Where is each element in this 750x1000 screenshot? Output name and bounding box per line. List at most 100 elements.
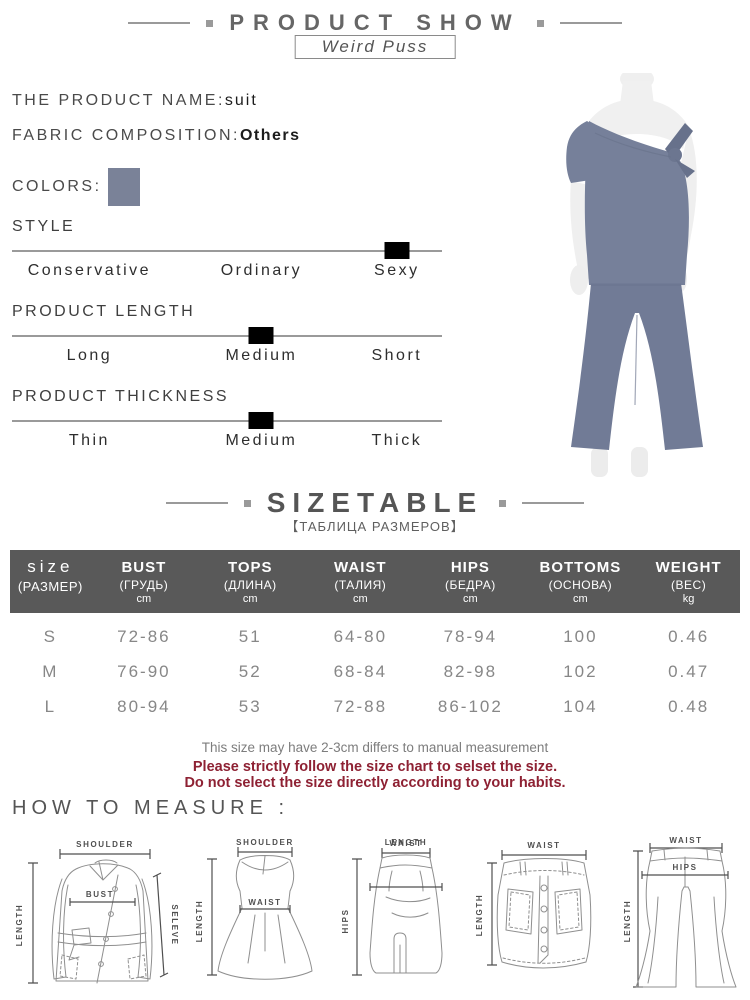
size-cell: S [43,627,58,646]
value-cell: 82-98 [443,662,498,681]
decor-line [165,502,228,504]
size-cell: M [42,662,59,681]
sizetable-subtitle: 【ТАБЛИЦА РАЗМЕРОВ】 [285,519,465,534]
measure-diagram-dress: SHOULDER LENGTH WAIST [195,838,313,980]
brand-badge: Weird Puss [294,35,456,59]
attribute-title: PRODUCT LENGTH [12,303,196,320]
value-cell: 104 [563,697,598,716]
scale-option: Thick [371,432,423,449]
column-header: size (РАЗМЕР) [17,557,83,594]
sizetable-title: SIZETABLE [266,487,484,518]
svg-text:BUST: BUST [86,890,114,899]
value-cell: 0.48 [668,697,710,716]
decor-line [522,502,585,504]
decor-square-icon [243,499,251,507]
scale-option: Conservative [27,262,152,279]
svg-text:SHOULDER: SHOULDER [236,838,294,847]
page-header: PRODUCT SHOW [0,10,750,36]
product-name-value: suit [224,92,258,109]
value-cell: 0.46 [668,627,710,646]
size-cell: L [44,697,57,716]
fabric-value: Others [239,127,301,144]
product-name-label: THE PRODUCT NAME: [12,92,225,109]
column-header: TOPS (ДЛИНА) cm [223,559,277,605]
table-row: M 76-90 52 68-84 82-98 102 0.47 [10,654,740,689]
table-row: L 80-94 53 72-88 86-102 104 0.48 [10,689,740,724]
decor-square-icon [206,19,214,27]
svg-text:HIPS: HIPS [341,908,350,933]
value-cell: 86-102 [437,697,503,716]
svg-text:WAIST: WAIST [527,841,560,850]
value-cell: 64-80 [333,627,388,646]
measure-diagram-pants: WAIST LENGTH HIPS [623,836,737,988]
value-cell: 53 [238,697,262,716]
value-cell: 76-90 [117,662,171,681]
svg-text:HIPS: HIPS [672,863,697,872]
measure-diagram-mini-skirt: WAIST LENGTH [475,841,592,969]
value-cell: 102 [563,662,598,681]
measure-diagram-midi-skirt: WAIST HIPS HIPS HIPS LENGTH [341,838,443,976]
svg-text:LENGTH: LENGTH [15,904,24,947]
sizetable-header: SIZETABLE [0,487,750,519]
decor-square-icon [536,19,544,27]
scale-option: Ordinary [220,262,303,279]
value-cell: 51 [238,627,262,646]
size-notes: This size may have 2-3cm differs to manu… [0,740,750,792]
column-header: BOTTOMS (ОСНОВА) cm [539,559,622,605]
colors-label: COLORS: [12,178,102,195]
value-cell: 78-94 [443,627,498,646]
attribute-scale: Long Medium Short [12,327,442,375]
scale-option: Short [371,347,423,364]
note-warning-1: Please strictly follow the size chart to… [192,758,558,775]
attribute-title: PRODUCT THICKNESS [12,388,230,405]
scale-line [12,335,442,337]
decor-line [128,22,191,24]
table-header-row: size (РАЗМЕР) BUST (ГРУДЬ) cm TOPS (ДЛИНА) cm WA… [10,550,740,613]
scale-option: Sexy [374,262,420,279]
scale-line [12,250,442,252]
column-header: HIPS (БЕДРА) cm [444,559,496,605]
column-header: WAIST (ТАЛИЯ) cm [334,559,387,605]
value-cell: 72-88 [333,697,388,716]
fabric-row: FABRIC COMPOSITION:Others [12,127,301,145]
attribute-length: PRODUCT LENGTH Long Medium Short [12,303,442,375]
svg-text:WAIST: WAIST [669,836,702,845]
value-cell: 100 [563,627,598,646]
scale-marker [248,412,274,429]
scale-option: Medium [225,432,298,449]
svg-text:WAIST: WAIST [248,898,281,907]
colors-row: COLORS: [12,168,140,206]
svg-text:LENGTH: LENGTH [623,900,632,943]
note-measurement: This size may have 2-3cm differs to manu… [201,740,549,755]
measure-diagrams: SHOULDER LENGTH BUST SELEVE SHOULDER LEN… [0,833,750,1000]
value-cell: 80-94 [117,697,171,716]
value-cell: 0.47 [668,662,710,681]
product-photo [566,73,703,477]
svg-text:LENGTH: LENGTH [475,894,484,937]
column-header: BUST (ГРУДЬ) cm [119,559,169,605]
column-header: WEIGHT (ВЕС) kg [655,559,722,605]
page-title: PRODUCT SHOW [229,10,521,35]
value-cell: 52 [238,662,262,681]
value-cell: 68-84 [333,662,388,681]
how-to-measure-title: HOW TO MEASURE : [12,797,290,819]
scale-option: Medium [225,347,298,364]
scale-marker [384,242,410,259]
scale-option: Thin [68,432,110,449]
scale-marker [248,327,274,344]
attribute-style: STYLE Conservative Ordinary Sexy [12,218,442,290]
color-swatch [107,168,140,206]
svg-text:WAIST: WAIST [389,839,422,848]
svg-text:LENGTH: LENGTH [385,838,428,847]
attribute-scale: Thin Medium Thick [12,412,442,460]
svg-text:SELEVE: SELEVE [170,904,179,945]
note-warning-2: Do not select the size directly accordin… [184,775,566,792]
svg-text:SHOULDER: SHOULDER [76,840,134,849]
attribute-thickness: PRODUCT THICKNESS Thin Medium Thick [12,388,442,460]
table-row: S 72-86 51 64-80 78-94 100 0.46 [10,613,740,654]
fabric-label: FABRIC COMPOSITION: [12,127,240,144]
decor-line [559,22,622,24]
attribute-scale: Conservative Ordinary Sexy [12,242,442,290]
measure-diagram-jacket: SHOULDER LENGTH BUST SELEVE [15,840,179,984]
